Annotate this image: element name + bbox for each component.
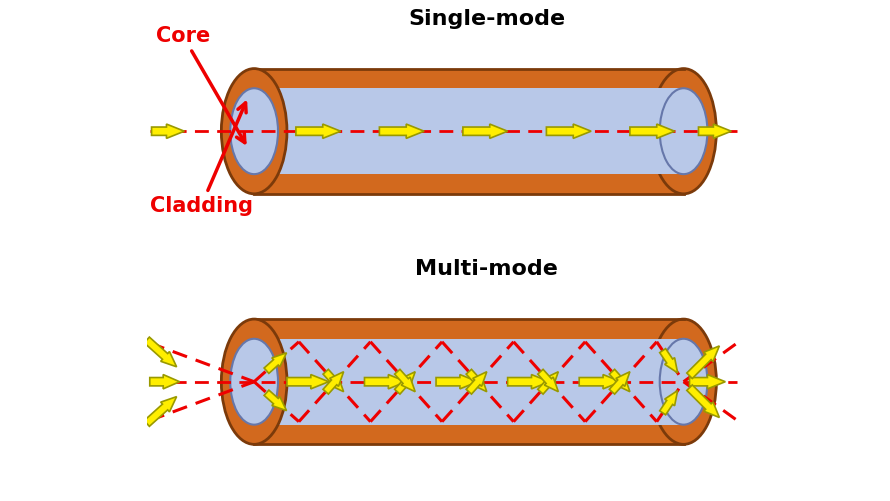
Ellipse shape — [651, 319, 716, 444]
Text: Core: Core — [156, 26, 245, 143]
FancyArrow shape — [579, 375, 621, 389]
FancyArrow shape — [466, 369, 487, 392]
FancyArrow shape — [151, 124, 184, 138]
FancyArrow shape — [699, 124, 732, 138]
Ellipse shape — [651, 69, 716, 194]
Ellipse shape — [659, 88, 708, 174]
FancyArrow shape — [630, 124, 675, 138]
FancyArrow shape — [394, 369, 416, 392]
FancyArrow shape — [463, 124, 507, 138]
Text: Multi-mode: Multi-mode — [416, 260, 558, 280]
Ellipse shape — [222, 319, 287, 444]
FancyArrow shape — [144, 397, 176, 426]
FancyArrow shape — [323, 369, 344, 392]
Bar — [255, 69, 684, 194]
FancyArrow shape — [690, 375, 725, 389]
FancyArrow shape — [466, 372, 487, 394]
Text: Cladding: Cladding — [150, 103, 253, 216]
Ellipse shape — [222, 69, 287, 194]
Ellipse shape — [231, 88, 278, 174]
FancyArrow shape — [264, 353, 287, 373]
FancyArrow shape — [394, 372, 416, 394]
Ellipse shape — [231, 339, 278, 425]
FancyArrow shape — [323, 372, 344, 394]
FancyArrow shape — [538, 369, 558, 392]
FancyArrow shape — [610, 369, 630, 392]
FancyArrow shape — [610, 372, 630, 394]
FancyArrow shape — [687, 346, 719, 378]
FancyArrow shape — [295, 124, 341, 138]
FancyArrow shape — [659, 349, 677, 373]
Text: Single-mode: Single-mode — [409, 9, 565, 29]
FancyArrow shape — [659, 391, 677, 415]
Bar — [255, 339, 684, 425]
FancyArrow shape — [546, 124, 591, 138]
Bar — [255, 88, 684, 174]
FancyArrow shape — [365, 375, 406, 389]
FancyArrow shape — [144, 337, 176, 367]
FancyArrow shape — [379, 124, 425, 138]
FancyArrow shape — [264, 390, 287, 411]
Ellipse shape — [659, 339, 708, 425]
FancyArrow shape — [436, 375, 478, 389]
Bar — [255, 319, 684, 444]
FancyArrow shape — [287, 375, 328, 389]
FancyArrow shape — [538, 372, 558, 394]
FancyArrow shape — [150, 375, 180, 389]
FancyArrow shape — [507, 375, 549, 389]
FancyArrow shape — [687, 385, 719, 417]
